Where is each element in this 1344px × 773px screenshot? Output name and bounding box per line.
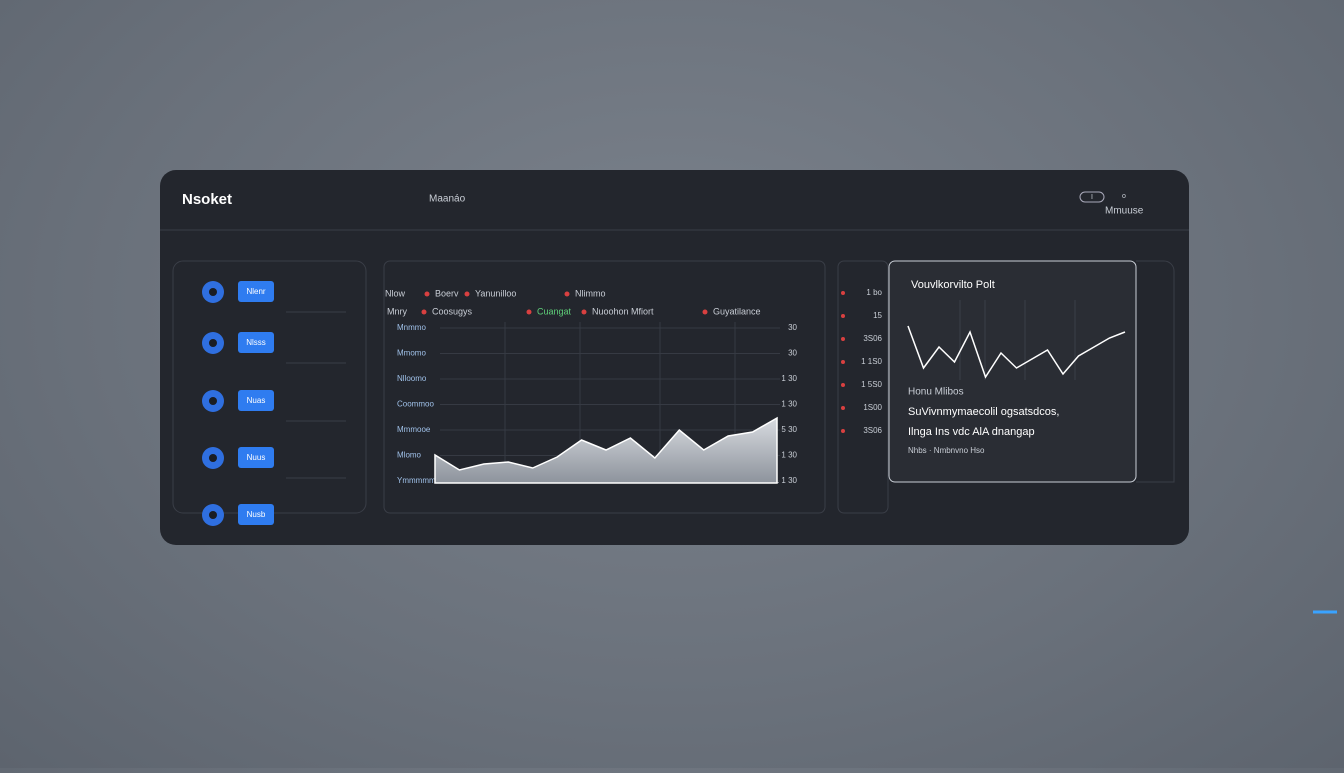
item-icon-dot (209, 288, 217, 296)
y-label-right: 1 1 30 (775, 476, 798, 485)
legend-label: Mnry (387, 306, 407, 316)
item-label: Nusb (247, 510, 266, 519)
side-label: 1 5S0 (861, 380, 882, 389)
card-line (907, 325, 1126, 379)
legend-label: Nlow (385, 288, 406, 298)
legend-label: Nlimmo (575, 288, 606, 298)
item-label: Nlenr (246, 287, 265, 296)
y-label-right: 1 30 (781, 451, 797, 460)
side-label: 1 bo (866, 288, 882, 297)
area (434, 416, 778, 484)
legend-dot (464, 291, 470, 297)
item-icon-dot (209, 339, 217, 347)
card-line: Nhbs · Nmbnvno Hso (908, 446, 985, 455)
y-label-right: 1 30 (781, 400, 797, 409)
side-dot (841, 314, 845, 318)
legend-dot (564, 291, 570, 297)
legend-dot (421, 309, 427, 315)
card (888, 260, 1137, 483)
side-dot (841, 291, 845, 295)
item-button[interactable] (238, 447, 274, 468)
item-button[interactable] (238, 504, 274, 525)
card-subtitle: Honu Mlibos (908, 387, 964, 398)
y-label: Mmomo (397, 349, 426, 358)
item-icon-dot (209, 511, 217, 519)
legend-dot (526, 309, 532, 315)
item-button[interactable] (238, 390, 274, 411)
legend-label: Yanunilloo (475, 288, 516, 298)
dot: o (1122, 193, 1126, 200)
card-line: Ilnga Ins vdc AlA dnangap (908, 426, 1035, 438)
card-back (1136, 260, 1175, 483)
legend-label: Boerv (435, 288, 459, 298)
y-label-right: 30 (788, 323, 797, 332)
legend-label: Cuangat (537, 306, 572, 316)
item-button[interactable] (238, 332, 274, 353)
side-dot (841, 406, 845, 410)
legend-label: Nuoohon Mfiort (592, 306, 654, 316)
y-label-right: 5 30 (781, 425, 797, 434)
item-icon-dot (209, 397, 217, 405)
side-frame (837, 260, 889, 514)
card-line: SuVivnmymaecolil ogsatsdcos, (908, 406, 1059, 418)
toggle-label: I (1091, 194, 1093, 201)
side-label: 3S06 (863, 334, 882, 343)
item-label: Nuas (247, 396, 266, 405)
y-label: Mnmmo (397, 323, 426, 332)
y-label: Ymmmmm (397, 476, 436, 485)
side-dot (841, 383, 845, 387)
card-title: Vouvlkorvilto Polt (911, 279, 995, 291)
side-dot (841, 337, 845, 341)
y-label: Mmmooe (397, 425, 431, 434)
legend-label: Guyatilance (713, 306, 761, 316)
menu[interactable]: Mmuuse (1105, 206, 1144, 217)
item-label: Nuus (247, 453, 266, 462)
item-icon-dot (209, 454, 217, 462)
side-label: 15 (873, 311, 882, 320)
toggle[interactable] (1079, 191, 1105, 203)
y-label: Coommoo (397, 400, 434, 409)
side-dot (841, 360, 845, 364)
y-label: Mlomo (397, 451, 422, 460)
nav-title: Maanáo (429, 194, 466, 205)
y-label: Nlloomo (397, 374, 427, 383)
side-dot (841, 429, 845, 433)
chart-frame (383, 260, 826, 514)
item-label: Nlsss (246, 338, 266, 347)
legend-dot (424, 291, 430, 297)
item-button[interactable] (238, 281, 274, 302)
legend-label: Coosugys (432, 306, 473, 316)
legend-dot (581, 309, 587, 315)
y-label-right: 30 (788, 349, 797, 358)
y-label-right: 1 30 (781, 374, 797, 383)
legend-dot (702, 309, 708, 315)
logo: Nsoket (182, 191, 232, 208)
side-label: 1S00 (863, 403, 882, 412)
side-label: 1 1S0 (861, 357, 882, 366)
side-label: 3S06 (863, 426, 882, 435)
